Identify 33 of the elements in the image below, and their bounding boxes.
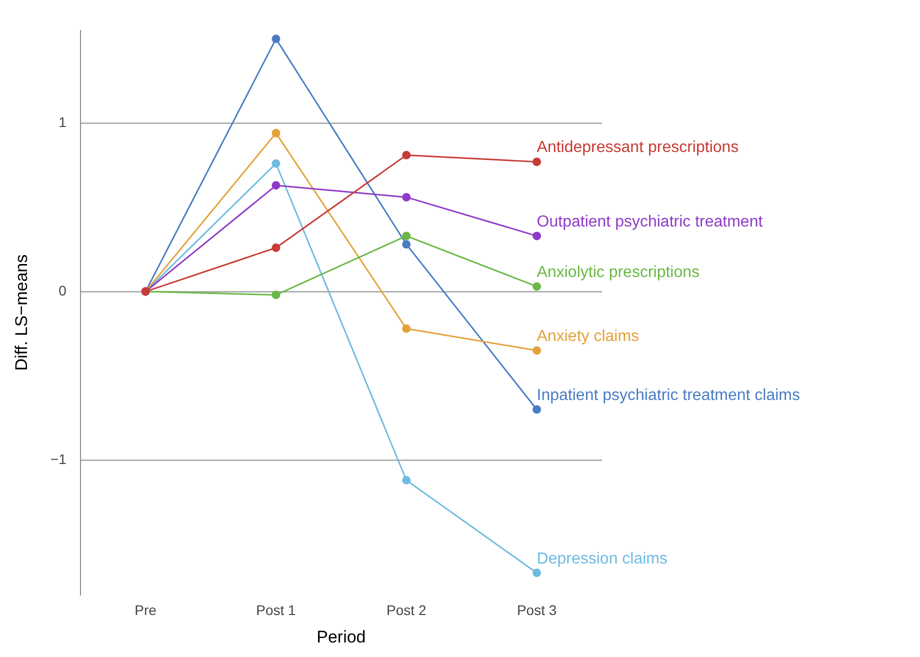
- point: [402, 240, 411, 249]
- point: [402, 324, 411, 333]
- point: [272, 181, 280, 190]
- point: [272, 34, 280, 44]
- point: [402, 476, 411, 484]
- x-tick-label: Pre: [134, 602, 157, 618]
- point: [532, 346, 542, 355]
- y-tick-label: −1: [50, 450, 67, 467]
- x-axis-title: Period: [316, 627, 366, 646]
- x-tick-label: Post 3: [516, 602, 557, 618]
- series-label: Anxiolytic prescriptions: [536, 264, 700, 281]
- point: [272, 290, 280, 300]
- series-label: Inpatient psychiatric treatment claims: [536, 386, 800, 404]
- point: [532, 568, 542, 578]
- point: [272, 128, 280, 138]
- point: [272, 159, 280, 168]
- series-label: Outpatient psychiatric treatment: [536, 213, 764, 230]
- point: [402, 232, 411, 240]
- point: [532, 282, 542, 291]
- point: [532, 405, 542, 414]
- point: [272, 243, 280, 252]
- point: [402, 150, 411, 160]
- x-tick-label: Post 2: [386, 602, 426, 618]
- y-tick-label: 0: [58, 282, 67, 298]
- series-label: Antidepressant prescriptions: [536, 139, 739, 156]
- point: [532, 158, 542, 166]
- point: [532, 232, 542, 240]
- series-label: Anxiety claims: [536, 328, 640, 345]
- point: [402, 192, 411, 202]
- series-label: Depression claims: [536, 550, 668, 568]
- y-tick-label: 1: [58, 114, 67, 130]
- y-axis-title: Diff. LS−means: [12, 254, 31, 371]
- x-tick-label: Post 1: [256, 602, 296, 618]
